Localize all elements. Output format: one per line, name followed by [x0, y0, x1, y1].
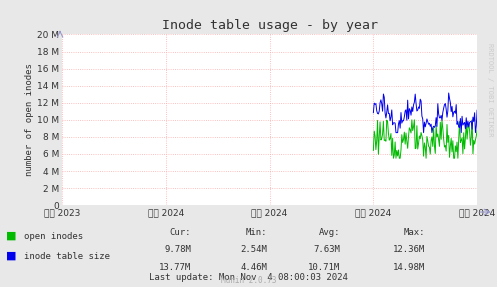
Text: ■: ■	[6, 231, 17, 241]
Title: Inode table usage - by year: Inode table usage - by year	[162, 19, 378, 32]
Text: Munin 2.0.73: Munin 2.0.73	[221, 276, 276, 285]
Text: 10.71M: 10.71M	[308, 263, 340, 272]
Text: 14.98M: 14.98M	[393, 263, 425, 272]
Text: Avg:: Avg:	[319, 228, 340, 237]
Text: ■: ■	[6, 251, 17, 261]
Text: 4.46M: 4.46M	[241, 263, 267, 272]
Y-axis label: number of open inodes: number of open inodes	[25, 63, 34, 176]
Text: RRDTOOL / TOBI OETIKER: RRDTOOL / TOBI OETIKER	[487, 43, 493, 137]
Text: inode table size: inode table size	[24, 252, 110, 261]
Text: 7.63M: 7.63M	[314, 245, 340, 254]
Text: 13.77M: 13.77M	[159, 263, 191, 272]
Text: Last update: Mon Nov  4 08:00:03 2024: Last update: Mon Nov 4 08:00:03 2024	[149, 273, 348, 282]
Text: open inodes: open inodes	[24, 232, 83, 241]
Text: Min:: Min:	[246, 228, 267, 237]
Text: Max:: Max:	[404, 228, 425, 237]
Text: 2.54M: 2.54M	[241, 245, 267, 254]
Text: 9.78M: 9.78M	[165, 245, 191, 254]
Text: 12.36M: 12.36M	[393, 245, 425, 254]
Text: Cur:: Cur:	[170, 228, 191, 237]
